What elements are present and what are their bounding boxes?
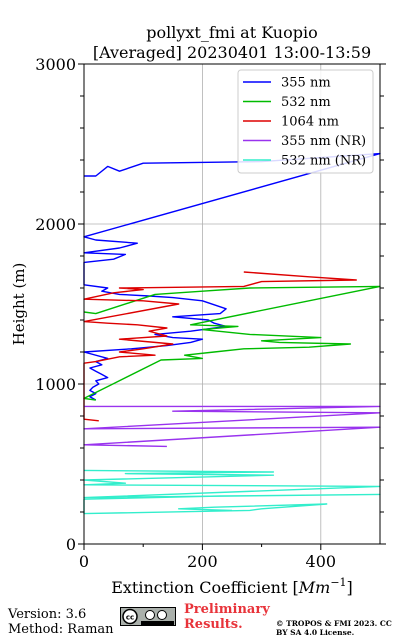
legend: 355 nm 532 nm 1064 nm 355 nm (NR) 532 nm (NR…	[237, 69, 374, 174]
legend-label: 355 nm (NR)	[281, 134, 366, 149]
method-label: Method: Raman	[8, 622, 114, 637]
y-tick-label: 2000	[35, 215, 76, 234]
legend-label: 355 nm	[281, 76, 331, 91]
series-line-1	[83, 285, 381, 401]
x-axis-label: Extinction Coefficient [Mm−1]	[111, 576, 353, 597]
chart-subtitle: [Averaged] 20230401 13:00-13:59	[93, 43, 371, 62]
series-line-3	[83, 405, 381, 448]
y-axis-label: Height (m)	[10, 263, 28, 346]
y-tick-label: 0	[66, 535, 76, 554]
svg-text:cc: cc	[126, 614, 134, 622]
cc-license-logo: cc	[120, 607, 176, 626]
series-line-0	[83, 152, 381, 401]
series-line-4	[83, 469, 381, 515]
legend-label: 532 nm (NR)	[281, 154, 366, 169]
preliminary-label: Preliminary Results.	[184, 602, 270, 632]
axis-ticks: 0 200 400 0 1000 2000 3000	[35, 55, 386, 571]
chart-title: pollyxt_fmi at Kuopio	[146, 23, 317, 42]
legend-box	[237, 69, 374, 174]
data-series	[83, 152, 381, 515]
x-tick-label: 0	[79, 552, 89, 571]
license-label: © TROPOS & FMI 2023. CC BY SA 4.0 Licens…	[276, 619, 392, 637]
legend-label: 1064 nm	[281, 115, 339, 130]
plot-frame	[83, 63, 381, 545]
legend-label: 532 nm	[281, 95, 331, 110]
y-tick-label: 1000	[35, 375, 76, 394]
x-tick-label: 400	[306, 552, 337, 571]
x-tick-label: 200	[187, 552, 218, 571]
version-label: Version: 3.6	[8, 607, 87, 622]
series-line-2	[83, 271, 357, 422]
y-tick-label: 3000	[35, 55, 76, 74]
